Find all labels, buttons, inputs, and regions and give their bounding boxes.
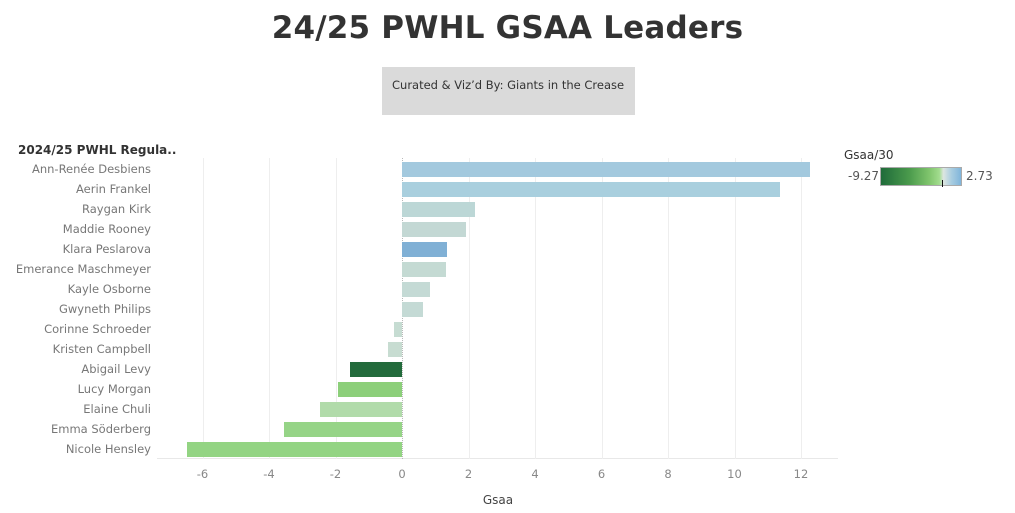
row-label: Abigail Levy bbox=[81, 362, 151, 376]
bar[interactable] bbox=[187, 442, 402, 457]
x-axis-label: Gsaa bbox=[482, 493, 514, 507]
row-label: Klara Peslarova bbox=[62, 242, 151, 256]
bar[interactable] bbox=[402, 262, 446, 277]
legend-zero-marker bbox=[942, 180, 943, 187]
row-label: Nicole Hensley bbox=[65, 442, 151, 456]
gridline bbox=[202, 158, 204, 459]
row-label: Emerance Maschmeyer bbox=[15, 262, 151, 276]
bar[interactable] bbox=[402, 302, 423, 317]
x-tick-label: 12 bbox=[793, 467, 809, 481]
bar[interactable] bbox=[337, 382, 402, 397]
plot-area bbox=[157, 158, 838, 459]
row-label: Corinne Schroeder bbox=[44, 322, 151, 336]
gridline bbox=[734, 158, 736, 459]
row-label: Gwyneth Philips bbox=[58, 302, 151, 316]
row-label: Lucy Morgan bbox=[77, 382, 151, 396]
gridline bbox=[535, 158, 536, 459]
credit-box: Curated & Viz’d By: Giants in the Crease bbox=[382, 67, 635, 115]
bar[interactable] bbox=[402, 202, 476, 217]
legend-title: Gsaa/30 bbox=[844, 148, 894, 162]
bar[interactable] bbox=[402, 222, 467, 237]
bar[interactable] bbox=[349, 362, 402, 377]
bar[interactable] bbox=[402, 282, 430, 297]
row-label: Kristen Campbell bbox=[52, 342, 151, 356]
bar[interactable] bbox=[319, 402, 402, 417]
color-legend-gradient bbox=[880, 167, 962, 186]
row-label: Aerin Frankel bbox=[76, 182, 151, 196]
gridline bbox=[468, 158, 470, 459]
row-label: Maddie Rooney bbox=[62, 222, 151, 236]
legend-max: 2.73 bbox=[966, 169, 993, 183]
row-label: Kayle Osborne bbox=[67, 282, 151, 296]
credit-text: Curated & Viz’d By: Giants in the Crease bbox=[392, 78, 625, 92]
bar[interactable] bbox=[393, 322, 402, 337]
row-label: Emma Söderberg bbox=[50, 422, 151, 436]
bar[interactable] bbox=[402, 182, 780, 197]
x-tick-label: 2 bbox=[464, 467, 473, 481]
x-tick-label: 10 bbox=[727, 467, 742, 481]
bar[interactable] bbox=[402, 242, 448, 257]
x-tick-label: 0 bbox=[398, 467, 406, 481]
x-tick-label: 6 bbox=[597, 467, 606, 481]
x-tick-label: -6 bbox=[196, 467, 209, 481]
row-label: Ann-Renée Desbiens bbox=[31, 162, 151, 176]
bar[interactable] bbox=[387, 342, 402, 357]
gridline bbox=[801, 158, 802, 459]
gridline bbox=[269, 158, 270, 459]
legend-min: -9.27 bbox=[848, 169, 880, 183]
chart-title: 24/25 PWHL GSAA Leaders bbox=[271, 10, 744, 46]
bar[interactable] bbox=[283, 422, 402, 437]
row-label: Elaine Chuli bbox=[83, 402, 151, 416]
x-axis-line bbox=[157, 458, 838, 459]
x-tick-label: 4 bbox=[531, 467, 539, 481]
bar[interactable] bbox=[402, 162, 810, 177]
row-header: 2024/25 PWHL Regula.. bbox=[18, 143, 177, 157]
gridline bbox=[335, 158, 337, 459]
row-label: Raygan Kirk bbox=[81, 202, 151, 216]
x-tick-label: -4 bbox=[263, 467, 275, 481]
x-tick-label: -2 bbox=[329, 467, 342, 481]
gridline bbox=[668, 158, 669, 459]
x-tick-label: 8 bbox=[664, 467, 672, 481]
gridline bbox=[601, 158, 603, 459]
